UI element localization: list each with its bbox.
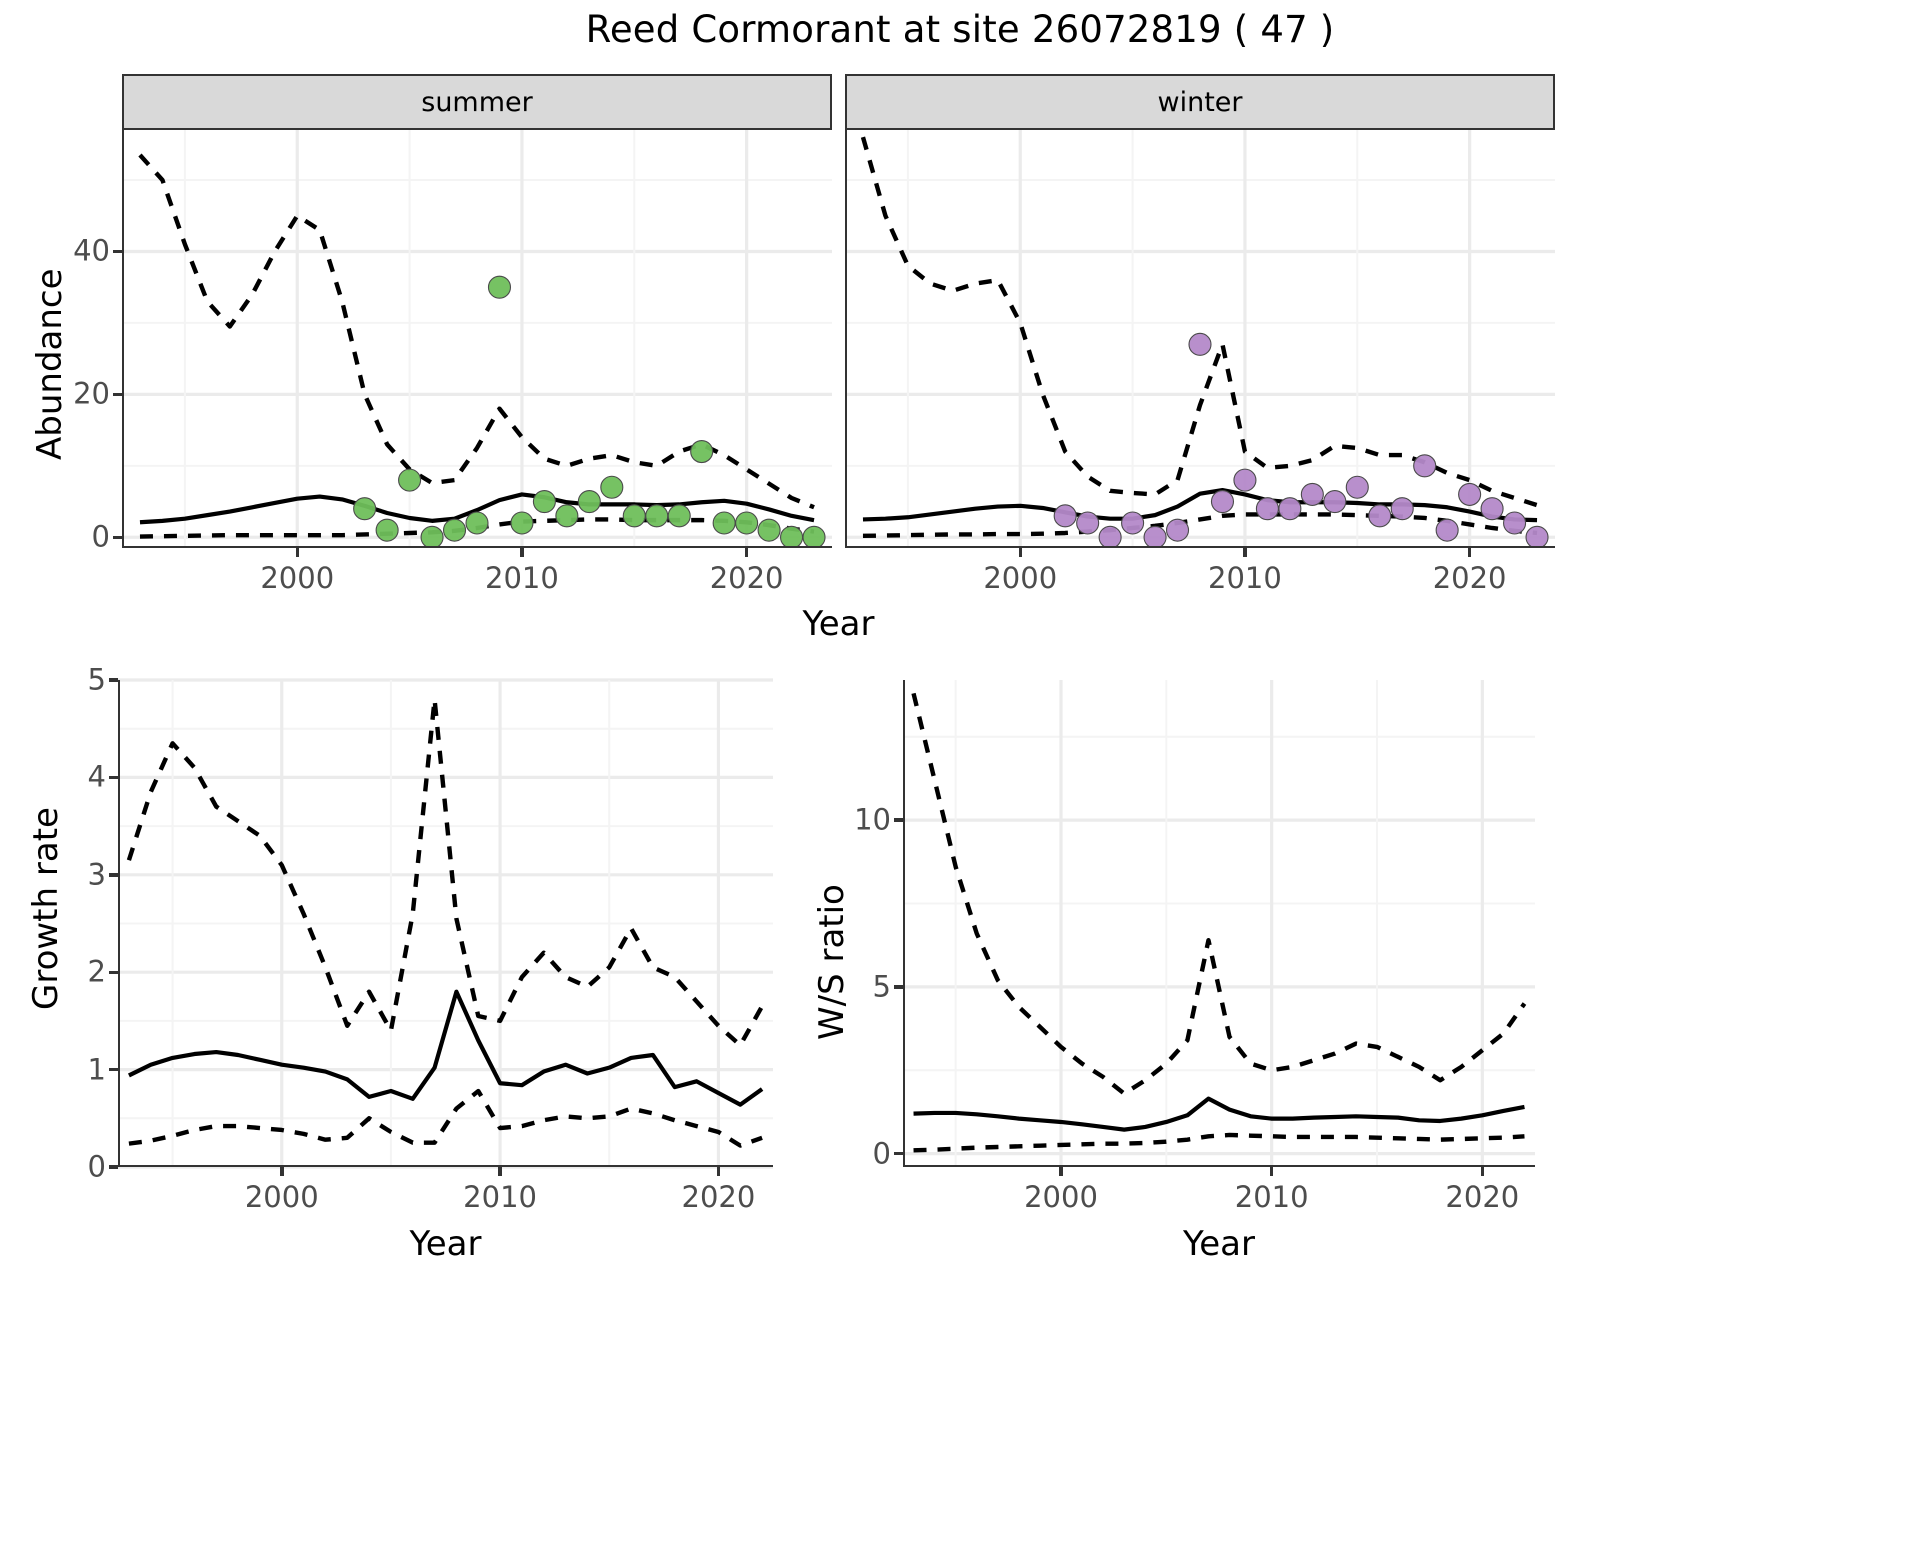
y-tick-mark: [113, 535, 122, 540]
x-tick-label: 2010: [1234, 1180, 1309, 1214]
panel-growth-rate: [118, 678, 773, 1169]
x-tick-mark: [1468, 548, 1472, 557]
x-axis-title-abundance: Year: [802, 604, 875, 644]
y-axis-title-growth-rate: Growth rate: [26, 807, 66, 1010]
y-tick-label: 1: [87, 1052, 106, 1087]
x-tick-label: 2000: [260, 561, 335, 595]
y-tick-label: 5: [87, 662, 106, 697]
y-tick-mark: [894, 818, 903, 822]
x-tick-label: 2020: [1445, 1180, 1520, 1214]
x-tick-mark: [1243, 548, 1247, 557]
plot-data-ws-ratio: [911, 692, 1527, 1153]
x-tick-label: 2010: [485, 561, 559, 595]
y-tick-mark: [109, 678, 118, 682]
y-tick-mark: [113, 249, 122, 254]
y-tick-label: 0: [87, 1149, 106, 1184]
y-tick-label: 0: [872, 1136, 891, 1171]
y-tick-mark: [109, 1068, 118, 1072]
x-tick-mark: [1480, 1167, 1485, 1176]
y-tick-mark: [113, 392, 122, 397]
x-tick-label: 2010: [1208, 561, 1282, 595]
y-tick-mark: [109, 970, 118, 974]
x-tick-label: 2000: [983, 561, 1058, 595]
y-axis-title-abundance: Abundance: [30, 268, 70, 460]
y-tick-label: 40: [73, 233, 110, 268]
y-tick-mark: [109, 775, 118, 780]
y-tick-label: 20: [73, 376, 110, 411]
y-tick-label: 5: [872, 969, 891, 1004]
x-tick-mark: [295, 548, 300, 557]
panel-abundance-winter: [845, 130, 1555, 548]
x-tick-mark: [498, 1167, 502, 1176]
x-tick-mark: [280, 1167, 284, 1176]
y-tick-label: 2: [87, 954, 106, 989]
panel-abundance-summer: [122, 130, 832, 548]
facet-strip-winter: winter: [845, 74, 1555, 130]
x-tick-mark: [1018, 548, 1023, 557]
y-tick-label: 0: [91, 519, 110, 554]
x-tick-mark: [1059, 1167, 1063, 1176]
plot-data-abundance-winter: [860, 136, 1549, 548]
y-tick-mark: [109, 873, 118, 877]
x-tick-label: 2020: [709, 561, 784, 595]
y-tick-label: 10: [854, 802, 891, 837]
figure-title: Reed Cormorant at site 26072819 ( 47 ): [585, 8, 1335, 51]
y-tick-mark: [109, 1165, 118, 1169]
facet-strip-summer: summer: [122, 74, 832, 130]
facet-strip-summer-label: summer: [421, 86, 533, 118]
panel-ws-ratio: [903, 680, 1535, 1167]
y-tick-mark: [894, 985, 903, 989]
x-tick-label: 2020: [1432, 561, 1507, 595]
facet-strip-winter-label: winter: [1157, 86, 1243, 118]
plot-data-abundance-summer: [138, 153, 826, 548]
x-tick-mark: [716, 1167, 721, 1176]
x-axis-title-ws-ratio: Year: [1183, 1224, 1255, 1264]
y-tick-label: 4: [87, 759, 106, 794]
x-tick-mark: [745, 548, 749, 557]
x-tick-label: 2000: [1024, 1180, 1098, 1214]
y-axis-title-ws-ratio: W/S ratio: [812, 884, 852, 1040]
x-tick-label: 2020: [681, 1180, 756, 1214]
plot-data-growth-rate: [126, 697, 764, 1148]
x-axis-title-growth-rate: Year: [409, 1224, 482, 1264]
x-tick-mark: [1270, 1167, 1274, 1176]
x-tick-label: 2010: [463, 1180, 537, 1214]
x-tick-mark: [520, 548, 524, 557]
y-tick-mark: [894, 1152, 903, 1156]
y-tick-label: 3: [87, 857, 106, 892]
x-tick-label: 2000: [244, 1180, 319, 1214]
gridlines-growth-rate: [118, 678, 773, 1169]
